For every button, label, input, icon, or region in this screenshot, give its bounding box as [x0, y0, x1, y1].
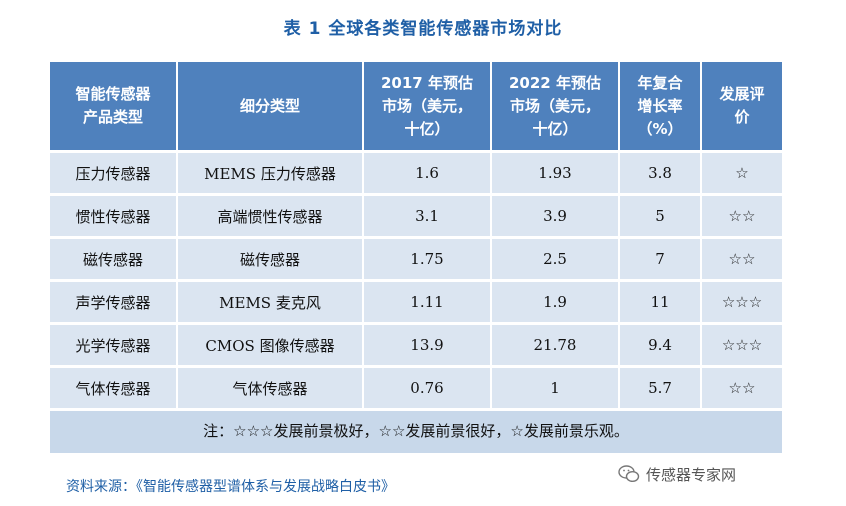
cell-cagr: 5	[620, 196, 702, 239]
cell-market-2017: 1.11	[364, 282, 492, 325]
cell-market-2022: 21.78	[492, 325, 620, 368]
header-sub-type: 细分类型	[178, 62, 364, 153]
cell-market-2017: 3.1	[364, 196, 492, 239]
table-row: 气体传感器 气体传感器 0.76 1 5.7 ☆☆	[50, 368, 782, 411]
market-table-container: 智能传感器 产品类型 细分类型 2017 年预估 市场（美元， 十亿） 2022 年预…	[50, 62, 782, 453]
table-row: 惯性传感器 高端惯性传感器 3.1 3.9 5 ☆☆	[50, 196, 782, 239]
wechat-icon	[618, 465, 640, 483]
cell-sub-type: 高端惯性传感器	[178, 196, 364, 239]
table-row: 压力传感器 MEMS 压力传感器 1.6 1.93 3.8 ☆	[50, 153, 782, 196]
table-note-row: 注：☆☆☆发展前景极好，☆☆发展前景很好，☆发展前景乐观。	[50, 411, 782, 449]
cell-sub-type: CMOS 图像传感器	[178, 325, 364, 368]
cell-market-2017: 1.6	[364, 153, 492, 196]
header-market-2022: 2022 年预估 市场（美元， 十亿）	[492, 62, 620, 153]
header-rating: 发展评价	[702, 62, 782, 153]
cell-cagr: 5.7	[620, 368, 702, 411]
cell-market-2017: 13.9	[364, 325, 492, 368]
cell-market-2022: 3.9	[492, 196, 620, 239]
table-row: 声学传感器 MEMS 麦克风 1.11 1.9 11 ☆☆☆	[50, 282, 782, 325]
cell-product-type: 气体传感器	[50, 368, 178, 411]
header-cagr: 年复合 增长率 （%）	[620, 62, 702, 153]
cell-product-type: 光学传感器	[50, 325, 178, 368]
cell-cagr: 7	[620, 239, 702, 282]
header-market-2017: 2017 年预估 市场（美元， 十亿）	[364, 62, 492, 153]
cell-rating: ☆☆☆	[702, 282, 782, 325]
cell-market-2022: 1.9	[492, 282, 620, 325]
source-citation: 资料来源：《智能传感器型谱体系与发展战略白皮书》	[66, 479, 395, 495]
cell-cagr: 11	[620, 282, 702, 325]
cell-product-type: 压力传感器	[50, 153, 178, 196]
cell-market-2022: 1	[492, 368, 620, 411]
cell-sub-type: 气体传感器	[178, 368, 364, 411]
watermark-text: 传感器专家网	[646, 465, 737, 484]
cell-cagr: 3.8	[620, 153, 702, 196]
table-header-row: 智能传感器 产品类型 细分类型 2017 年预估 市场（美元， 十亿） 2022 年预…	[50, 62, 782, 153]
cell-rating: ☆☆	[702, 196, 782, 239]
cell-market-2022: 1.93	[492, 153, 620, 196]
cell-rating: ☆☆	[702, 239, 782, 282]
cell-product-type: 声学传感器	[50, 282, 178, 325]
cell-product-type: 磁传感器	[50, 239, 178, 282]
table-title: 表 1 全球各类智能传感器市场对比	[283, 19, 563, 39]
cell-rating: ☆☆☆	[702, 325, 782, 368]
cell-market-2017: 1.75	[364, 239, 492, 282]
table-row: 光学传感器 CMOS 图像传感器 13.9 21.78 9.4 ☆☆☆	[50, 325, 782, 368]
cell-sub-type: MEMS 麦克风	[178, 282, 364, 325]
cell-rating: ☆	[702, 153, 782, 196]
table-row: 磁传感器 磁传感器 1.75 2.5 7 ☆☆	[50, 239, 782, 282]
cell-sub-type: 磁传感器	[178, 239, 364, 282]
market-table: 智能传感器 产品类型 细分类型 2017 年预估 市场（美元， 十亿） 2022 年预…	[50, 62, 782, 449]
watermark: 传感器专家网	[618, 462, 736, 486]
cell-market-2017: 0.76	[364, 368, 492, 411]
table-note: 注：☆☆☆发展前景极好，☆☆发展前景很好，☆发展前景乐观。	[50, 411, 782, 449]
header-product-type: 智能传感器 产品类型	[50, 62, 178, 153]
cell-sub-type: MEMS 压力传感器	[178, 153, 364, 196]
cell-product-type: 惯性传感器	[50, 196, 178, 239]
cell-market-2022: 2.5	[492, 239, 620, 282]
cell-rating: ☆☆	[702, 368, 782, 411]
cell-cagr: 9.4	[620, 325, 702, 368]
